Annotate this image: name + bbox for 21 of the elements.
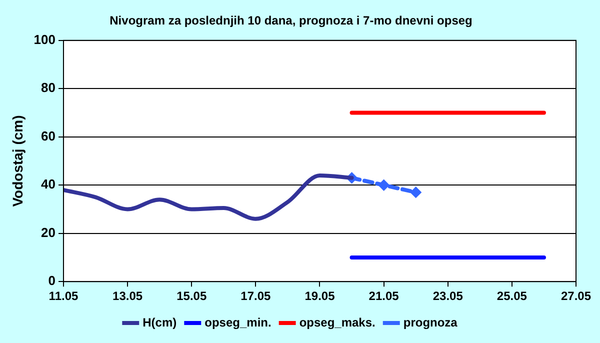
chart-title: Nivogram za poslednjih 10 dana, prognoza i 7-mo dnevni opseg [110,14,472,28]
x-tick-label: 27.05 [560,289,592,304]
x-tick-label: 23.05 [432,289,464,304]
y-tick-label: 60 [41,128,56,144]
x-tick-label: 25.05 [496,289,528,304]
legend-label: prognoza [403,315,458,330]
legend-label: opseg_maks. [299,315,376,330]
legend-label: H(cm) [142,315,177,330]
x-tick-label: 13.05 [112,289,143,304]
x-tick-label: 19.05 [304,289,336,304]
x-tick-label: 11.05 [48,289,78,304]
y-tick-label: 40 [41,176,56,192]
x-tick-label: 15.05 [176,289,207,304]
y-tick-label: 20 [41,224,56,240]
y-tick-label: 80 [41,80,56,96]
legend-label: opseg_min. [204,315,272,330]
x-tick-label: 21.05 [368,289,400,304]
y-axis-title: Vodostaj (cm) [9,115,26,207]
y-tick-label: 0 [48,273,56,288]
y-tick-label: 100 [34,32,56,47]
x-tick-label: 17.05 [240,289,272,304]
